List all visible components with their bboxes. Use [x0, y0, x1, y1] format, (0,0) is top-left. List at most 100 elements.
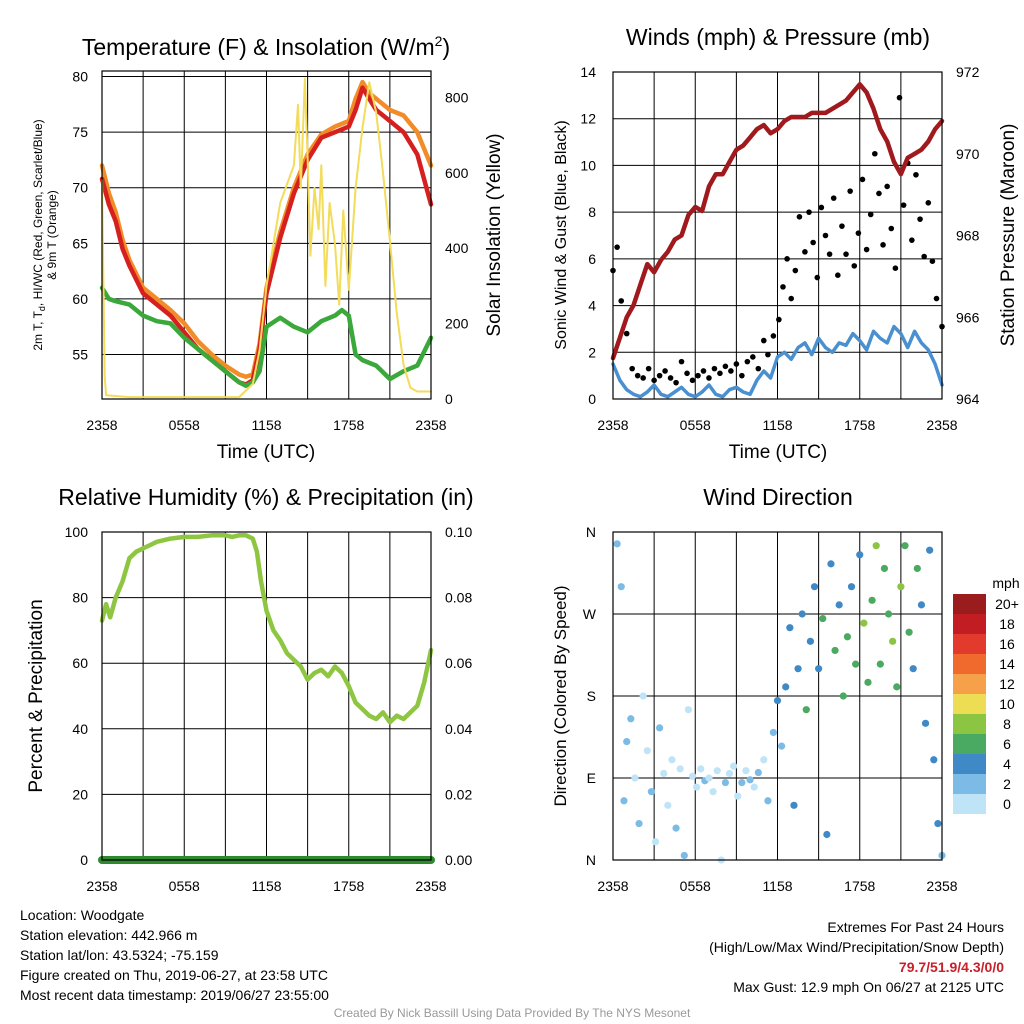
direction-point [693, 783, 701, 791]
pressure-ytick-label: 964 [956, 391, 980, 407]
gust-point [896, 94, 903, 101]
gust-point [884, 183, 890, 190]
winds-xtick-label: 1758 [844, 417, 875, 433]
gust-point [662, 368, 668, 374]
gust-point [618, 298, 625, 304]
precip-ytick-label: 0.02 [445, 786, 472, 802]
gust-point [776, 316, 782, 323]
gust-point [744, 358, 751, 365]
humidity-xtick-label: 1158 [251, 878, 281, 894]
gust-point [835, 272, 841, 279]
direction-xtick-label: 0558 [680, 878, 711, 894]
temperature-xtick-label: 2358 [415, 417, 446, 433]
pressure-ytick-label: 968 [956, 228, 980, 244]
temperature-frame [101, 70, 432, 400]
direction-point [847, 583, 856, 591]
legend-swatch [953, 614, 986, 634]
pressure-ylabel: Station Pressure (Maroon) [998, 124, 1019, 347]
legend-label: 8 [1003, 716, 1011, 732]
direction-point [819, 614, 827, 623]
wind-direction-ylabel: Direction (Colored By Speed) [551, 585, 570, 806]
legend-label: 20+ [995, 596, 1019, 612]
winds-ytick-label: 8 [588, 204, 596, 220]
direction-point [917, 601, 926, 609]
legend-swatch [953, 794, 986, 814]
legend-label: 2 [1003, 776, 1011, 792]
direction-point [738, 778, 746, 787]
humidity-xtick-label: 2358 [415, 878, 446, 894]
temperature-ytick-label: 55 [72, 347, 88, 363]
direction-point [852, 660, 860, 668]
direction-point [794, 665, 802, 673]
direction-point [926, 546, 934, 554]
direction-point [635, 819, 643, 828]
direction-point [835, 601, 843, 609]
legend-label: 6 [1003, 736, 1011, 752]
gust-point [796, 214, 803, 220]
gust-point [634, 372, 641, 379]
direction-point [651, 838, 660, 846]
direction-point [798, 610, 806, 618]
direction-point [660, 769, 668, 778]
winds-xtick-label: 2358 [926, 417, 957, 433]
humidity-title: Relative Humidity (%) & Precipitation (i… [58, 484, 473, 510]
gust-point [640, 375, 646, 381]
extremes-values: 79.7/51.9/4.3/0/0 [898, 959, 1004, 975]
temperature-ytick-label: 65 [72, 235, 88, 251]
direction-point [884, 610, 893, 618]
pressure-line [610, 82, 945, 361]
direction-point [617, 583, 625, 591]
max-gust: Max Gust: 12.9 mph On 06/27 at 2125 UTC [733, 979, 1004, 995]
gust-point [750, 354, 756, 360]
gust-point [695, 372, 701, 379]
direction-xtick-label: 1158 [762, 878, 792, 894]
gust-point [909, 237, 915, 243]
direction-point [778, 742, 786, 750]
direction-point [620, 797, 628, 805]
direction-point [806, 637, 815, 645]
direction-point [913, 564, 921, 573]
winds-xlabel: Time (UTC) [729, 442, 828, 463]
winds-panel: Winds (mph) & Pressure (mb) 0 2 4 6 8 10 12 14 9… [553, 24, 1019, 463]
winds-xtick-label: 2358 [597, 417, 628, 433]
direction-point [750, 783, 758, 791]
gust-point [765, 351, 771, 358]
gust-point [717, 370, 723, 377]
direction-point [623, 737, 631, 746]
direction-point [880, 564, 889, 573]
direction-point [647, 788, 655, 796]
gust-point [629, 365, 635, 372]
direction-point [656, 724, 664, 732]
direction-xtick-label: 2358 [597, 878, 628, 894]
direction-ytick-label: E [587, 770, 596, 786]
direction-point [827, 560, 835, 568]
dewpoint-line [99, 285, 434, 388]
direction-xtick-label: 1758 [844, 878, 875, 894]
direction-point [769, 728, 777, 737]
direction-point [889, 637, 897, 645]
gust-point [780, 284, 786, 290]
direction-point [643, 747, 651, 755]
legend-swatch [953, 654, 986, 674]
winds-ytick-label: 14 [580, 64, 596, 80]
direction-point [934, 819, 942, 828]
pressure-ytick-label: 970 [956, 146, 980, 162]
gust-point [770, 333, 777, 339]
humidity-xtick-label: 1758 [333, 878, 364, 894]
legend-label: 14 [999, 656, 1015, 672]
gust-point [792, 267, 799, 274]
direction-point [688, 772, 697, 780]
direction-point [668, 756, 676, 764]
direction-point [760, 756, 768, 764]
humidity-panel: Relative Humidity (%) & Precipitation (i… [26, 484, 474, 894]
direction-xtick-label: 2358 [926, 878, 957, 894]
precip-ytick-label: 0.08 [445, 590, 472, 606]
gust-point [855, 230, 862, 236]
gust-point [656, 372, 663, 379]
pressure-ytick-label: 972 [956, 64, 980, 80]
direction-ytick-label: W [583, 606, 597, 622]
gust-point [784, 256, 790, 262]
gust-point [700, 368, 707, 374]
direction-point [705, 774, 713, 782]
